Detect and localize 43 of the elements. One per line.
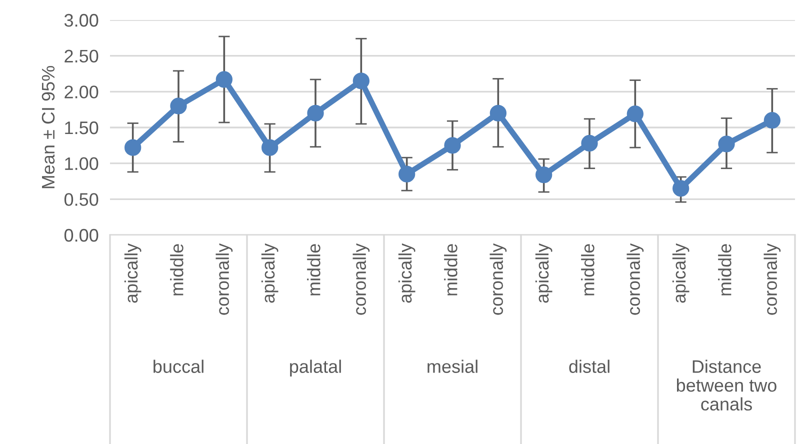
point [536,166,552,184]
point [444,137,461,154]
point [262,139,278,156]
text: Distance between two canals [676,360,776,411]
x-tick-label: apically [261,243,278,303]
point [490,104,506,122]
x-tick-label: apically [124,243,142,303]
x-tick-label: apically [672,243,690,303]
x-tick-label: middle [444,244,458,296]
x-tick-label: middle [581,244,594,296]
point [124,139,142,156]
y-tick-label: 1.50 [65,121,98,134]
text: mesial [428,360,478,373]
text: palatal [290,360,341,377]
x-tick-label: coronally [626,243,644,315]
y-tick-label: 0.50 [64,193,98,206]
y-tick-label: 2.00 [64,86,98,98]
point [352,72,370,90]
point [672,180,690,197]
point [216,71,232,88]
point [581,134,598,152]
x-tick-label: middle [718,244,732,296]
point [764,112,780,129]
point [398,166,416,182]
point [307,104,324,122]
x-tick-label: apically [398,243,416,303]
y-tick-label: 3.00 [64,14,98,27]
text: distal [569,360,610,373]
x-tick-label: apically [535,243,552,303]
y-tick-label: 2.50 [64,50,98,63]
x-tick-label: coronally [352,243,370,315]
x-tick-label: middle [170,244,184,296]
x-tick-label: coronally [764,243,781,315]
x-tick-label: coronally [490,243,507,315]
x-tick-label: middle [307,244,320,296]
x-tick-label: coronally [216,243,233,315]
text: buccal [154,360,204,373]
y-axis-title: Mean ± CI 95% [42,66,55,188]
y-tick-label: 0.00 [64,228,98,242]
point [718,136,735,152]
point [170,98,187,114]
y-tick-label: 1.00 [65,157,98,170]
point [626,106,644,122]
